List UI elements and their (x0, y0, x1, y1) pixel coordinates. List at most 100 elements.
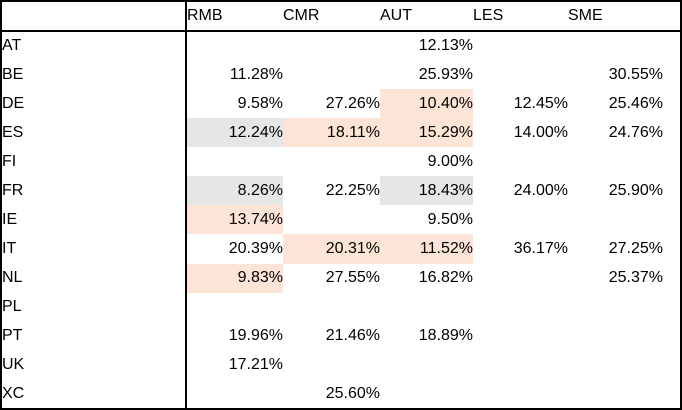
cell-pt-les[interactable] (473, 322, 568, 351)
column-header-rmb[interactable]: RMB (187, 7, 223, 24)
cell-pt-aut[interactable]: 18.89% (418, 327, 473, 345)
cell-it-aut[interactable]: 11.52% (380, 234, 473, 264)
cell-fi-les[interactable] (473, 147, 568, 176)
row-label-uk[interactable]: UK (1, 350, 187, 380)
cell-nl-aut[interactable]: 16.82% (418, 269, 473, 287)
cell-at-sme[interactable] (568, 31, 663, 60)
cell-uk-sme[interactable] (568, 351, 663, 380)
row-label-it[interactable]: IT (1, 234, 187, 264)
row-label-de[interactable]: DE (1, 89, 187, 119)
cell-at-les[interactable] (473, 31, 568, 60)
cell-es-cmr[interactable]: 18.11% (283, 118, 380, 148)
row-label-be[interactable]: BE (1, 60, 187, 90)
cell-fi-aut[interactable]: 9.00% (427, 152, 473, 170)
cell-xc-les[interactable] (473, 380, 568, 409)
cell-fi-cmr[interactable] (283, 147, 380, 176)
cell-es-rmb[interactable]: 12.24% (186, 118, 283, 148)
column-header-aut[interactable]: AUT (380, 7, 412, 24)
cell-xc-rmb[interactable] (186, 380, 283, 409)
cell-nl-sme[interactable]: 25.37% (608, 269, 663, 287)
table-body: AT 12.13% BE 11.28% 25.93% 30.55% DE 9.58% 27.26… (1, 31, 681, 409)
cell-uk-cmr[interactable] (283, 351, 380, 380)
cell-de-sme[interactable]: 25.46% (608, 94, 663, 112)
table-row-xc: XC 25.60% (1, 379, 681, 409)
row-label-pl[interactable]: PL (1, 292, 187, 322)
cell-pl-rmb[interactable] (186, 293, 283, 322)
cell-pt-rmb[interactable]: 19.96% (228, 327, 283, 345)
header-filler-cell (663, 1, 681, 31)
table-row-fi: FI 9.00% (1, 147, 681, 177)
table-row-it: IT 20.39% 20.31% 11.52% 36.17% 27.25% (1, 234, 681, 264)
cell-fi-sme[interactable] (568, 147, 663, 176)
cell-xc-aut[interactable] (380, 380, 473, 409)
cell-uk-aut[interactable] (380, 351, 473, 380)
cell-pt-sme[interactable] (568, 322, 663, 351)
row-filler-cell (663, 205, 681, 234)
cell-de-aut[interactable]: 10.40% (380, 89, 473, 119)
cell-pl-cmr[interactable] (283, 293, 380, 322)
row-label-nl[interactable]: NL (1, 263, 187, 293)
cell-it-cmr[interactable]: 20.31% (283, 234, 380, 264)
cell-uk-les[interactable] (473, 351, 568, 380)
cell-es-aut[interactable]: 15.29% (380, 118, 473, 148)
cell-xc-cmr[interactable]: 25.60% (325, 384, 380, 402)
row-filler-cell (663, 176, 681, 205)
cell-pl-les[interactable] (473, 293, 568, 322)
row-filler-cell (663, 264, 681, 293)
cell-fr-cmr[interactable]: 22.25% (325, 181, 380, 199)
cell-de-cmr[interactable]: 27.26% (325, 94, 380, 112)
cell-it-rmb[interactable]: 20.39% (228, 239, 283, 257)
cell-xc-sme[interactable] (568, 380, 663, 409)
cell-es-sme[interactable]: 24.76% (608, 123, 663, 141)
cell-ie-cmr[interactable] (283, 205, 380, 234)
cell-it-sme[interactable]: 27.25% (608, 239, 663, 257)
table-row-fr: FR 8.26% 22.25% 18.43% 24.00% 25.90% (1, 176, 681, 206)
cell-pl-aut[interactable] (380, 293, 473, 322)
cell-es-les[interactable]: 14.00% (513, 123, 568, 141)
row-label-fi[interactable]: FI (1, 147, 187, 177)
cell-nl-cmr[interactable]: 27.55% (325, 269, 380, 287)
cell-fr-aut[interactable]: 18.43% (380, 176, 473, 206)
row-label-es[interactable]: ES (1, 118, 187, 148)
row-filler-cell (663, 118, 681, 147)
cell-ie-sme[interactable] (568, 205, 663, 234)
cell-nl-les[interactable] (473, 264, 568, 293)
row-filler-cell (663, 147, 681, 176)
column-header-cmr[interactable]: CMR (283, 7, 320, 24)
cell-be-aut[interactable]: 25.93% (418, 65, 473, 83)
cell-nl-rmb[interactable]: 9.83% (186, 263, 283, 293)
header-row: RMB CMR AUT LES SME (1, 1, 681, 31)
row-label-xc[interactable]: XC (1, 379, 187, 409)
cell-ie-les[interactable] (473, 205, 568, 234)
cell-be-sme[interactable]: 30.55% (608, 65, 663, 83)
cell-be-cmr[interactable] (283, 60, 380, 89)
cell-it-les[interactable]: 36.17% (513, 239, 568, 257)
table-row-es: ES 12.24% 18.11% 15.29% 14.00% 24.76% (1, 118, 681, 148)
row-label-ie[interactable]: IE (1, 205, 187, 235)
cell-fr-sme[interactable]: 25.90% (608, 181, 663, 199)
row-label-at[interactable]: AT (1, 31, 187, 61)
cell-at-aut[interactable]: 12.13% (418, 37, 473, 55)
cell-be-les[interactable] (473, 60, 568, 89)
cell-fr-les[interactable]: 24.00% (513, 181, 568, 199)
cell-de-rmb[interactable]: 9.58% (237, 94, 283, 112)
column-header-les[interactable]: LES (473, 7, 504, 24)
cell-at-cmr[interactable] (283, 31, 380, 60)
cell-ie-rmb[interactable]: 13.74% (186, 205, 283, 235)
cell-de-les[interactable]: 12.45% (513, 94, 568, 112)
row-label-pt[interactable]: PT (1, 321, 187, 351)
row-label-fr[interactable]: FR (1, 176, 187, 206)
cell-at-rmb[interactable] (186, 31, 283, 60)
cell-fr-rmb[interactable]: 8.26% (186, 176, 283, 206)
column-header-sme[interactable]: SME (568, 7, 603, 24)
cell-fi-rmb[interactable] (186, 147, 283, 176)
cell-pt-cmr[interactable]: 21.46% (325, 327, 380, 345)
cell-be-rmb[interactable]: 11.28% (229, 65, 283, 83)
table-row-be: BE 11.28% 25.93% 30.55% (1, 60, 681, 90)
cell-pl-sme[interactable] (568, 293, 663, 322)
cell-ie-aut[interactable]: 9.50% (427, 210, 473, 228)
row-filler-cell (663, 31, 681, 60)
corner-cell[interactable] (1, 1, 187, 31)
cell-uk-rmb[interactable]: 17.21% (228, 356, 283, 374)
